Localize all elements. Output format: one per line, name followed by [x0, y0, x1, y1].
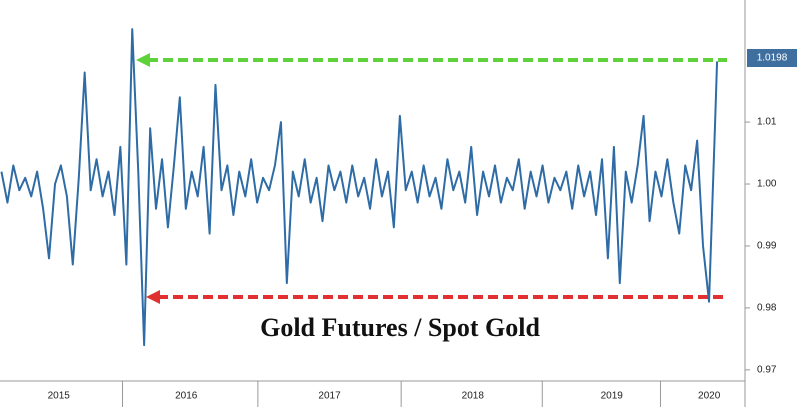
y-tick-label: 0.98	[757, 303, 777, 314]
y-tick-label: 1.00	[757, 179, 777, 190]
chart-title: Gold Futures / Spot Gold	[260, 313, 540, 342]
x-tick-label: 2018	[462, 391, 485, 402]
end-label-box	[747, 49, 797, 67]
plot-area	[0, 28, 719, 347]
x-tick-label: 2017	[318, 391, 341, 402]
arrow-head	[146, 290, 160, 304]
x-tick-label: 2016	[175, 391, 198, 402]
y-tick-label: 0.99	[757, 241, 777, 252]
x-tick-label: 2020	[698, 391, 721, 402]
x-tick-label: 2019	[601, 391, 624, 402]
end-label: 1.0198	[757, 53, 788, 64]
series-line	[0, 28, 719, 347]
x-tick-label: 2015	[48, 391, 71, 402]
y-tick-label: 1.01	[757, 117, 777, 128]
y-tick-label: 0.97	[757, 364, 777, 375]
arrow-head	[136, 53, 150, 67]
